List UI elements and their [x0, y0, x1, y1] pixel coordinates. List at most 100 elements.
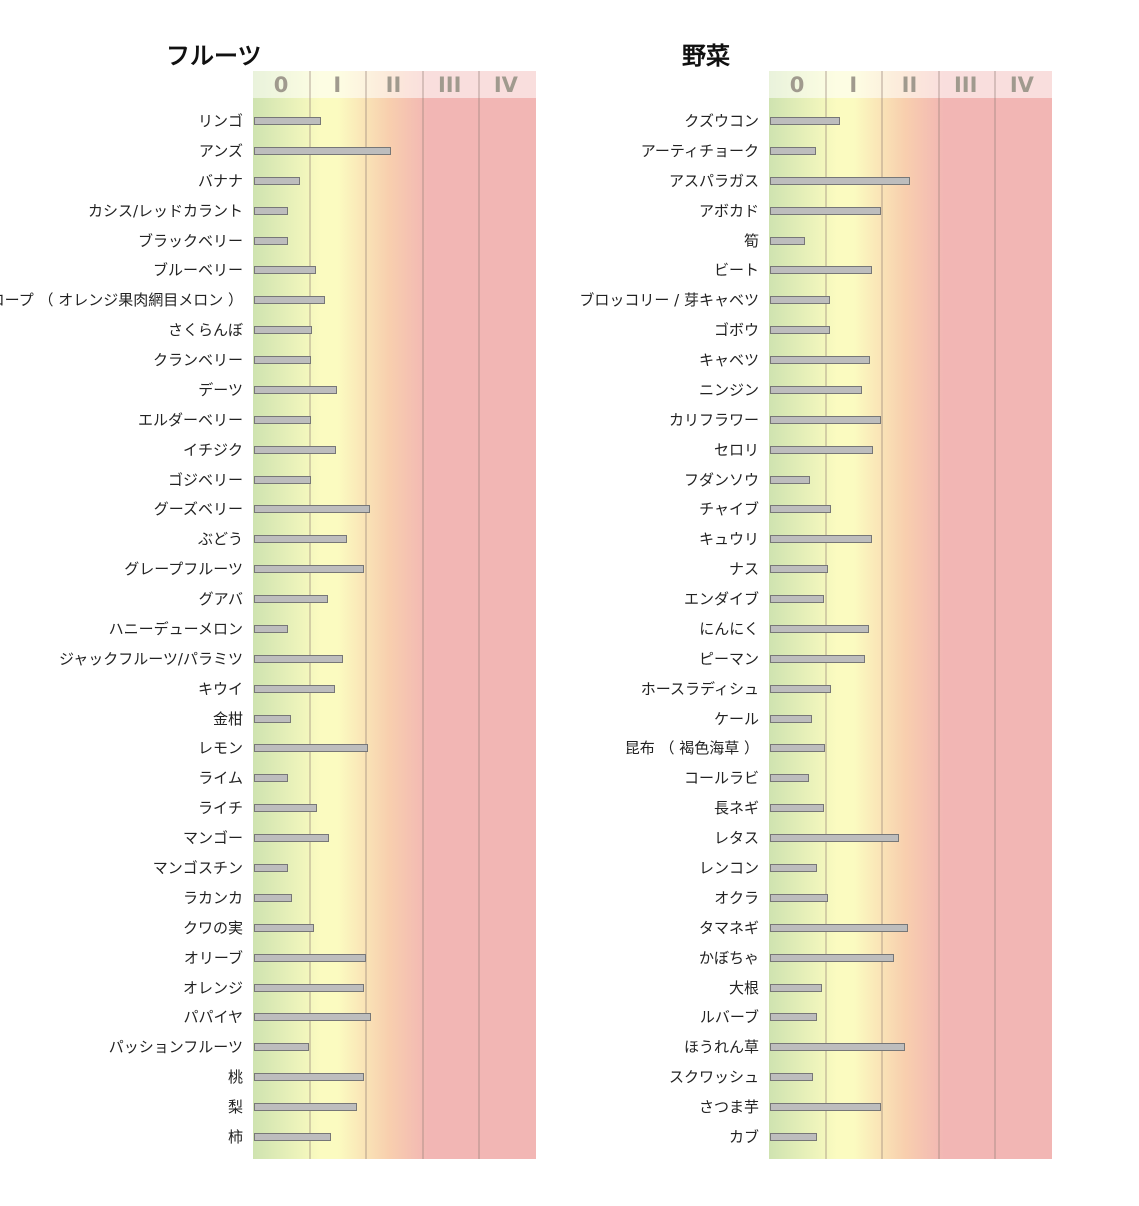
bar	[254, 535, 347, 544]
bar	[254, 714, 291, 723]
bar	[770, 415, 881, 424]
gridline	[937, 71, 940, 1159]
category-label: ぶどう	[197, 530, 243, 549]
bar	[770, 117, 840, 125]
bar	[770, 595, 824, 604]
category-label: チャイブ	[699, 500, 759, 519]
bar	[770, 1013, 817, 1022]
bar	[254, 983, 365, 992]
bar	[254, 684, 335, 693]
category-label: にんにく	[699, 619, 759, 638]
category-label: 柿	[227, 1127, 243, 1146]
gridline	[309, 71, 312, 1159]
category-label: アンズ	[198, 141, 243, 160]
category-label: ライチ	[197, 799, 243, 818]
category-label: ルバーブ	[699, 1008, 759, 1027]
chart-title: フルーツ	[166, 42, 262, 70]
category-label: カリフラワー	[668, 410, 759, 429]
category-label: 長ネギ	[713, 799, 759, 818]
category-label: コールラビ	[683, 769, 759, 788]
bar	[770, 654, 865, 663]
bar	[770, 1132, 817, 1141]
category-label: マンゴー	[182, 829, 243, 848]
category-label: 大根	[728, 978, 759, 997]
bar	[770, 176, 910, 185]
category-label: カシス/レッドカラント	[87, 201, 243, 220]
bar	[254, 624, 289, 633]
category-label: ハニーデューメロン	[108, 619, 243, 638]
bar	[770, 505, 831, 514]
axis-header-band	[769, 71, 1052, 98]
bar	[254, 266, 316, 275]
category-label: ブロッコリー / 芽キャベツ	[579, 291, 759, 310]
gridline	[881, 71, 884, 1159]
category-label: エルダーベリー	[137, 410, 243, 429]
bar	[254, 774, 288, 783]
axis-header-band	[253, 71, 536, 98]
category-label: レタス	[713, 829, 759, 848]
bar	[770, 206, 882, 215]
bar	[254, 1043, 309, 1052]
bar	[770, 684, 831, 693]
gridline	[993, 71, 996, 1159]
category-label: ピーマン	[698, 649, 759, 668]
severity-zone-background	[769, 71, 1052, 1159]
category-label: ライム	[198, 769, 243, 788]
bar	[254, 804, 317, 813]
bar	[770, 445, 873, 454]
category-label: パッションフルーツ	[108, 1038, 243, 1057]
category-label: エンダイブ	[683, 590, 759, 609]
category-label: レンコン	[698, 859, 759, 877]
category-label: レモン	[197, 739, 243, 758]
tick-label: II	[385, 73, 402, 97]
bar	[770, 565, 829, 574]
bar	[770, 983, 823, 992]
bar	[770, 714, 813, 723]
bar	[770, 774, 810, 783]
gridline	[421, 71, 424, 1159]
bar	[254, 953, 367, 962]
bar	[254, 385, 338, 394]
category-label: 筍	[743, 231, 759, 250]
category-label: ゴジベリー	[167, 470, 243, 489]
bar	[770, 804, 824, 813]
bar	[254, 117, 322, 125]
category-label: 昆布 （ 褐色海草 ）	[624, 739, 759, 758]
category-label: キャベツ	[698, 351, 759, 370]
bar	[770, 296, 830, 305]
chart-title: 野菜	[682, 42, 730, 70]
bar	[254, 206, 288, 215]
bar	[770, 864, 817, 872]
category-label: アスパラガス	[668, 171, 759, 190]
bar	[254, 1013, 372, 1022]
bar	[254, 654, 344, 663]
bar	[770, 146, 817, 155]
bar	[770, 834, 900, 843]
bar	[254, 1073, 364, 1082]
bar	[770, 953, 894, 962]
tick-label: III	[953, 73, 978, 97]
category-label: オリーブ	[183, 948, 243, 967]
bar	[254, 1103, 357, 1112]
bar	[254, 864, 288, 872]
severity-zone-background	[253, 71, 536, 1159]
category-label: キュウリ	[698, 530, 759, 549]
bar	[770, 1103, 882, 1112]
category-label: オレンジ	[182, 978, 243, 997]
bar	[770, 923, 909, 932]
category-label: クワの実	[182, 918, 243, 937]
category-label: ジャックフルーツ/パラミツ	[58, 649, 243, 668]
category-label: セロリ	[713, 440, 759, 459]
tick-label: IV	[493, 73, 518, 97]
category-label: ケール	[713, 709, 759, 728]
bar	[254, 236, 288, 245]
category-label: 金柑	[212, 709, 243, 728]
category-label: ナス	[728, 560, 759, 579]
category-label: リンゴ	[197, 112, 243, 130]
bar	[254, 893, 292, 902]
category-label: ニンジン	[698, 380, 759, 399]
tick-label: I	[849, 73, 858, 97]
bar	[770, 266, 873, 275]
bar	[770, 356, 871, 365]
category-label: タマネギ	[698, 918, 759, 937]
